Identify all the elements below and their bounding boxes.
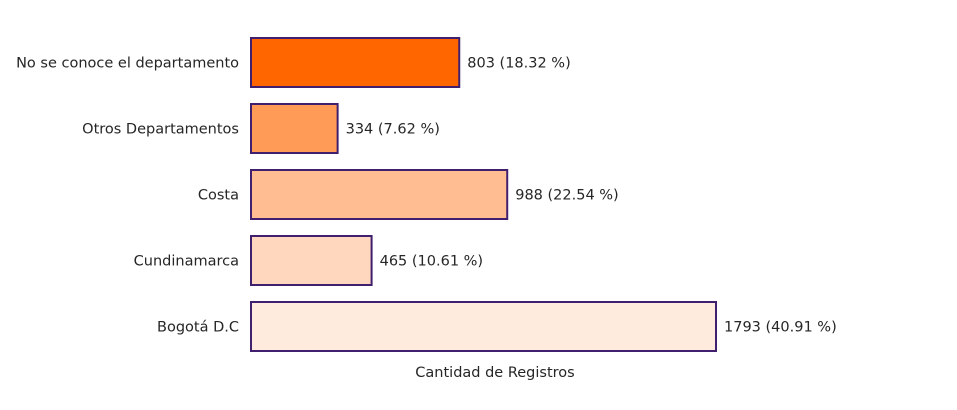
category-label-3: Costa [198,188,239,204]
category-label-4: Cundinamarca [134,254,239,270]
bars-group [250,37,717,352]
bar-1 [250,37,461,88]
bar-2 [250,103,339,154]
category-label-5: Bogotá D.C [157,320,239,336]
value-label-1: 803 (18.32 %) [467,56,571,72]
bar-3 [250,169,509,220]
bar-4 [250,235,373,286]
value-label-4: 465 (10.61 %) [380,254,484,270]
category-labels-group: No se conoce el departamento Otros Depart… [16,56,239,336]
bar-5 [250,301,717,352]
category-label-1: No se conoce el departamento [16,56,239,72]
value-label-2: 334 (7.62 %) [346,122,440,138]
category-label-2: Otros Departamentos [82,122,239,138]
value-label-3: 988 (22.54 %) [515,188,619,204]
value-labels-group: 803 (18.32 %) 334 (7.62 %) 988 (22.54 %) 46… [346,56,837,336]
value-label-5: 1793 (40.91 %) [724,320,837,336]
x-axis-label: Cantidad de Registros [415,365,574,381]
